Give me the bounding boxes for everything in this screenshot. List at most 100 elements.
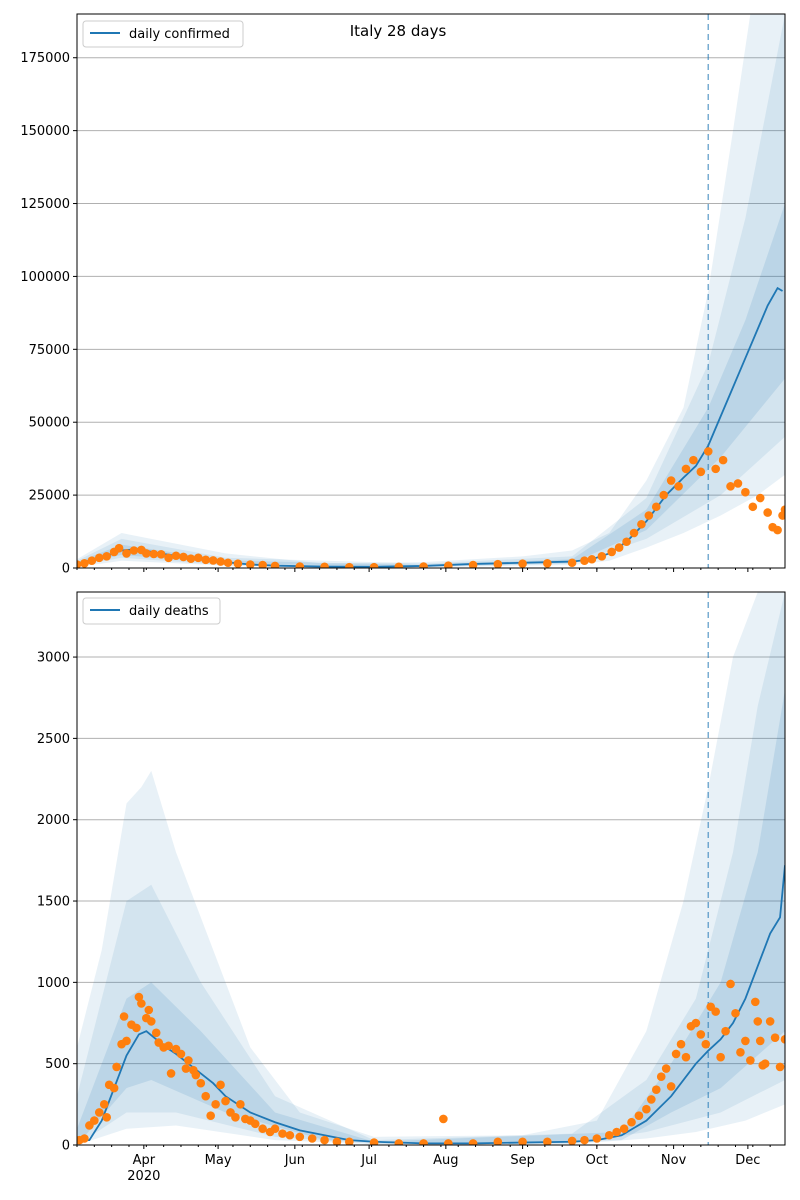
data-point bbox=[201, 555, 211, 565]
data-point bbox=[656, 1072, 666, 1081]
data-point bbox=[332, 1137, 342, 1145]
data-point bbox=[770, 1033, 780, 1042]
data-point bbox=[119, 1012, 129, 1021]
x-tick-label: Oct bbox=[586, 1153, 608, 1168]
data-point bbox=[345, 562, 354, 568]
y-tick-label: 3000 bbox=[37, 651, 70, 666]
data-point bbox=[711, 1007, 720, 1016]
data-point bbox=[102, 1113, 112, 1122]
data-point bbox=[369, 562, 379, 568]
data-point bbox=[109, 1083, 119, 1093]
data-point bbox=[731, 1008, 740, 1018]
data-point bbox=[748, 502, 758, 512]
figure-title: Italy 28 days bbox=[350, 22, 447, 40]
y-axis-ticks: 0 25000 50000 75000 100000 125000 150000 175000 bbox=[20, 51, 77, 577]
plot-frame bbox=[76, 13, 786, 569]
y-axis-ticks: 0 500 1000 1500 2000 2500 3000 bbox=[37, 651, 77, 1154]
data-point bbox=[102, 552, 112, 561]
data-point bbox=[629, 528, 639, 538]
data-point bbox=[369, 1138, 379, 1145]
x-tick-label: Jul bbox=[360, 1153, 377, 1168]
y-tick-label: 500 bbox=[45, 1057, 70, 1072]
legend-deaths: daily deaths bbox=[82, 597, 221, 625]
data-point bbox=[151, 1028, 161, 1038]
data-point bbox=[179, 552, 188, 562]
band-2 bbox=[77, 592, 785, 1145]
observed-points bbox=[77, 447, 785, 568]
data-point bbox=[144, 1005, 154, 1015]
y-tick-label: 50000 bbox=[29, 416, 70, 431]
data-point bbox=[176, 1049, 186, 1059]
data-point bbox=[194, 553, 203, 563]
plot-frame bbox=[76, 591, 786, 1146]
data-point bbox=[642, 1104, 651, 1114]
data-point bbox=[775, 1062, 785, 1072]
data-point bbox=[211, 1100, 220, 1109]
data-point bbox=[94, 1108, 104, 1117]
data-point bbox=[741, 487, 750, 497]
data-point bbox=[661, 1064, 671, 1073]
data-point bbox=[741, 1036, 750, 1046]
x-tick-label: May bbox=[205, 1153, 232, 1168]
data-point bbox=[718, 455, 728, 465]
y-tick-label: 25000 bbox=[29, 489, 70, 504]
data-point bbox=[676, 1039, 686, 1049]
data-point bbox=[765, 1017, 775, 1026]
data-point bbox=[320, 1135, 329, 1145]
data-point bbox=[736, 1047, 745, 1057]
data-point bbox=[394, 1139, 404, 1145]
data-point bbox=[750, 997, 760, 1007]
data-point bbox=[619, 1124, 629, 1134]
y-gridlines bbox=[77, 57, 785, 569]
data-point bbox=[181, 1064, 191, 1073]
uncertainty-bands bbox=[77, 14, 785, 568]
data-point bbox=[607, 547, 617, 557]
data-point bbox=[285, 1130, 295, 1140]
data-point bbox=[223, 558, 233, 568]
data-point bbox=[493, 1137, 503, 1145]
x-year-label: 2020 bbox=[127, 1169, 160, 1184]
data-point bbox=[208, 556, 218, 565]
data-point bbox=[580, 1135, 589, 1145]
data-point bbox=[87, 556, 97, 566]
data-point bbox=[112, 1062, 121, 1072]
data-point bbox=[307, 1134, 317, 1143]
data-point bbox=[597, 552, 607, 561]
data-point bbox=[90, 1116, 99, 1125]
data-point bbox=[612, 1127, 621, 1137]
data-point bbox=[77, 560, 82, 568]
data-point bbox=[696, 467, 706, 477]
data-point bbox=[129, 546, 139, 555]
data-point bbox=[746, 1056, 755, 1065]
data-point bbox=[674, 482, 683, 491]
data-point bbox=[191, 1070, 201, 1080]
data-point bbox=[134, 992, 144, 1002]
data-point bbox=[622, 537, 631, 547]
y-tick-label: 75000 bbox=[29, 343, 70, 358]
data-point bbox=[637, 519, 646, 529]
data-point bbox=[681, 464, 691, 474]
data-point bbox=[651, 502, 661, 512]
data-point bbox=[186, 554, 196, 563]
data-point bbox=[580, 556, 589, 566]
data-point bbox=[149, 549, 159, 559]
y-tick-label: 2000 bbox=[37, 813, 70, 828]
data-point bbox=[137, 999, 146, 1008]
y-tick-label: 175000 bbox=[20, 51, 70, 66]
data-point bbox=[320, 562, 329, 568]
data-point bbox=[760, 1059, 770, 1068]
data-point bbox=[666, 1082, 676, 1091]
data-point bbox=[258, 560, 267, 568]
data-point bbox=[567, 558, 577, 568]
data-point bbox=[726, 482, 735, 491]
data-point bbox=[216, 557, 225, 566]
data-point bbox=[278, 1129, 287, 1138]
x-tick-label: Apr bbox=[133, 1153, 156, 1168]
data-point bbox=[196, 1078, 206, 1088]
band-1 bbox=[77, 592, 785, 1145]
data-point bbox=[444, 1139, 453, 1145]
data-point bbox=[419, 1139, 428, 1145]
data-point bbox=[146, 1017, 156, 1026]
band-1 bbox=[77, 14, 785, 568]
data-point bbox=[701, 1039, 711, 1049]
